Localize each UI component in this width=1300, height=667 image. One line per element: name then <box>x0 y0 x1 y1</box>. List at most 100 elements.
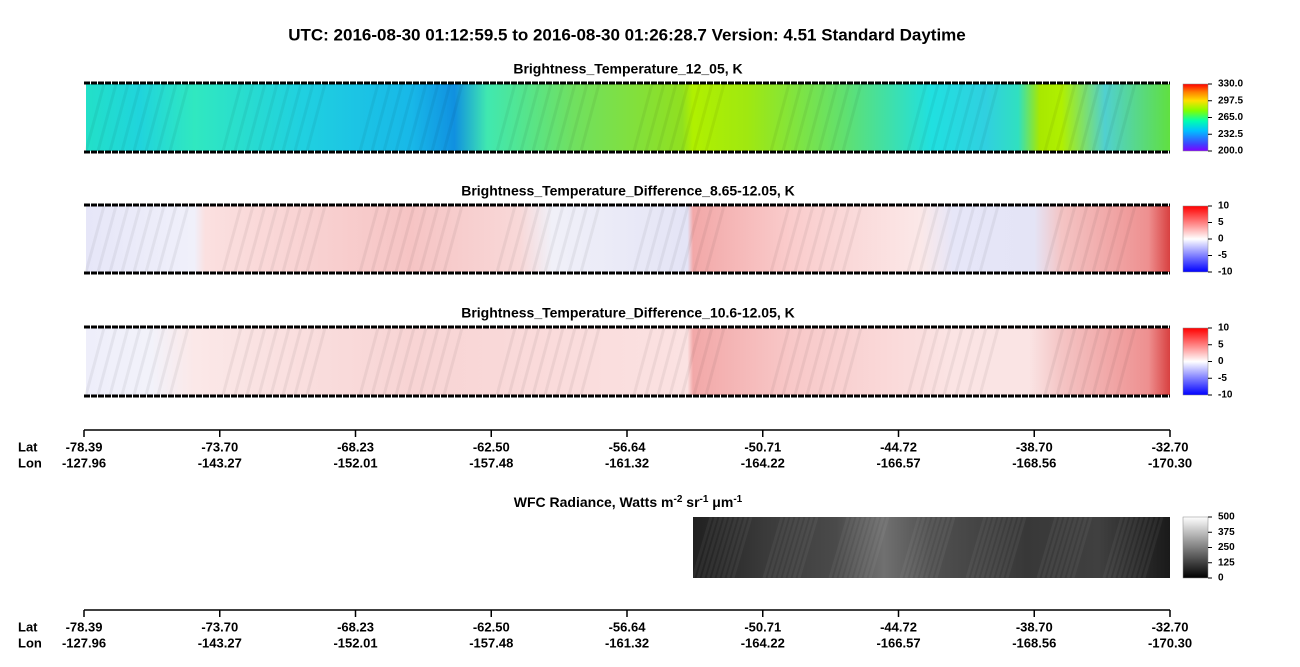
streak <box>531 327 553 396</box>
streak <box>1055 327 1077 396</box>
streak <box>144 83 166 152</box>
streak <box>305 205 327 273</box>
streak <box>762 516 784 579</box>
streak <box>858 516 880 579</box>
streak <box>1061 516 1083 579</box>
streak <box>567 83 589 152</box>
streak <box>430 83 452 152</box>
streak <box>382 205 404 273</box>
streak <box>656 205 678 273</box>
streak <box>221 327 243 396</box>
panel-title: WFC Radiance, Watts m-2 sr-1 μm-1 <box>514 494 743 510</box>
streak <box>245 205 267 273</box>
colorbar-tick-label: 200.0 <box>1218 146 1243 157</box>
streak <box>245 327 267 396</box>
streak <box>108 83 130 152</box>
streak <box>680 205 702 273</box>
streak <box>531 83 553 152</box>
lat-tick-label: -38.70 <box>1016 439 1053 454</box>
lon-tick-label: -157.48 <box>469 635 513 650</box>
streak <box>1071 516 1093 579</box>
streak <box>817 205 839 273</box>
streak <box>1067 83 1089 152</box>
streak <box>906 83 928 152</box>
lon-tick-label: -164.22 <box>741 635 785 650</box>
panel-title: Brightness_Temperature_Difference_8.65-1… <box>461 183 795 199</box>
streak <box>144 205 166 273</box>
colorbar-tick-label: 250 <box>1218 542 1235 553</box>
colorbar-tick-label: 0 <box>1218 573 1224 584</box>
streak <box>156 205 178 273</box>
colorbar-tick-label: -10 <box>1218 390 1233 401</box>
streak <box>918 83 940 152</box>
streak <box>668 83 690 152</box>
streak <box>853 516 875 579</box>
streak <box>406 83 428 152</box>
streak <box>281 83 303 152</box>
lat-tick-label: -32.70 <box>1152 619 1189 634</box>
streak <box>269 83 291 152</box>
streak <box>706 516 728 579</box>
streak <box>1091 327 1113 396</box>
streak <box>567 205 589 273</box>
streak <box>1103 205 1125 273</box>
streak <box>975 516 997 579</box>
streak <box>495 205 517 273</box>
streak <box>906 205 928 273</box>
colorbar <box>1182 205 1209 273</box>
streak <box>692 83 714 152</box>
streak <box>555 327 577 396</box>
streak <box>919 516 941 579</box>
streak <box>1043 205 1065 273</box>
streak <box>970 516 992 579</box>
lat-tick-label: -56.64 <box>609 439 647 454</box>
streak <box>1079 327 1101 396</box>
streak <box>358 327 380 396</box>
streak <box>805 83 827 152</box>
streak <box>632 205 654 273</box>
streak <box>120 327 142 396</box>
streak <box>120 83 142 152</box>
streak <box>507 205 529 273</box>
title-part: WFC Radiance, Watts m <box>514 494 674 510</box>
streak <box>495 327 517 396</box>
streak <box>293 205 315 273</box>
streak <box>543 205 565 273</box>
colorbar-tick-label: 265.0 <box>1218 112 1243 123</box>
streak <box>909 516 931 579</box>
streak <box>257 327 279 396</box>
streak <box>442 83 464 152</box>
streak <box>965 516 987 579</box>
streak <box>96 205 118 273</box>
streak <box>221 83 243 152</box>
streak <box>692 327 714 396</box>
streak <box>543 83 565 152</box>
streak <box>817 83 839 152</box>
image <box>693 517 1170 578</box>
streak <box>696 516 718 579</box>
streak <box>848 516 870 579</box>
streak <box>394 205 416 273</box>
colorbar <box>1182 83 1209 152</box>
streak <box>966 83 988 152</box>
lat-tick-label: -62.50 <box>473 439 510 454</box>
streak <box>144 327 166 396</box>
streak <box>954 327 976 396</box>
lon-tick-label: -157.48 <box>469 455 513 470</box>
lat-tick-label: -32.70 <box>1152 439 1189 454</box>
streak <box>293 327 315 396</box>
streak <box>838 516 860 579</box>
page-title: UTC: 2016-08-30 01:12:59.5 to 2016-08-30… <box>288 25 966 44</box>
streak <box>711 516 733 579</box>
streak <box>120 205 142 273</box>
streak <box>1142 516 1164 579</box>
streak <box>829 327 851 396</box>
colorbar <box>1182 516 1209 579</box>
streak <box>370 83 392 152</box>
lon-tick-label: -164.22 <box>741 455 785 470</box>
streak <box>382 327 404 396</box>
streak <box>1107 516 1129 579</box>
streak <box>293 83 315 152</box>
colorbar-tick-label: 10 <box>1218 201 1230 212</box>
streak <box>781 327 803 396</box>
